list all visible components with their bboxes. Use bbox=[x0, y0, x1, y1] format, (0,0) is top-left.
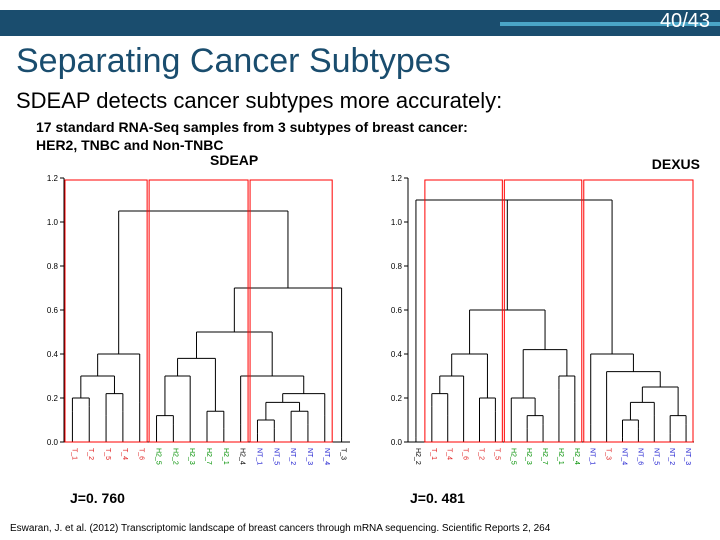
dexus-dendrogram: 0.0 0.2 0.4 0.6 0.8 1.0 1.2 H2_2 T_1 T_4 T_6 T_2 T_5… bbox=[380, 172, 700, 482]
svg-text:NT_2: NT_2 bbox=[668, 448, 675, 465]
svg-text:NT_3: NT_3 bbox=[684, 448, 691, 465]
svg-text:T_2: T_2 bbox=[87, 448, 94, 460]
page-total: 43 bbox=[688, 10, 710, 32]
svg-text:0.0: 0.0 bbox=[47, 438, 59, 447]
svg-text:0.2: 0.2 bbox=[47, 394, 59, 403]
slide-title: Separating Cancer Subtypes bbox=[16, 42, 451, 81]
svg-text:T_5: T_5 bbox=[104, 448, 111, 460]
citation: Eswaran, J. et al. (2012) Transcriptomic… bbox=[10, 523, 710, 534]
svg-text:H2_3: H2_3 bbox=[525, 448, 532, 465]
svg-text:NT_6: NT_6 bbox=[636, 448, 643, 465]
svg-text:1.0: 1.0 bbox=[47, 218, 59, 227]
svg-text:T_1: T_1 bbox=[70, 448, 77, 460]
svg-text:H2_2: H2_2 bbox=[414, 448, 421, 465]
svg-text:T_6: T_6 bbox=[138, 448, 145, 460]
svg-text:T_1: T_1 bbox=[430, 448, 437, 460]
svg-text:NT_4: NT_4 bbox=[621, 448, 628, 465]
svg-text:NT_4: NT_4 bbox=[323, 448, 330, 465]
sdeap-label: SDEAP bbox=[210, 152, 258, 168]
svg-text:0.6: 0.6 bbox=[391, 306, 403, 315]
svg-text:1.0: 1.0 bbox=[391, 218, 403, 227]
svg-text:H2_2: H2_2 bbox=[171, 448, 178, 465]
desc-line-1: 17 standard RNA-Seq samples from 3 subty… bbox=[36, 118, 468, 136]
svg-text:0.0: 0.0 bbox=[391, 438, 403, 447]
svg-text:H2_7: H2_7 bbox=[541, 448, 548, 465]
svg-text:T_4: T_4 bbox=[121, 448, 128, 460]
svg-text:1.2: 1.2 bbox=[391, 174, 403, 183]
svg-text:H2_3: H2_3 bbox=[188, 448, 195, 465]
page-current: 40 bbox=[660, 10, 682, 32]
slide-subtitle: SDEAP detects cancer subtypes more accur… bbox=[16, 88, 502, 114]
svg-text:T_5: T_5 bbox=[493, 448, 500, 460]
svg-text:T_3: T_3 bbox=[605, 448, 612, 460]
svg-text:NT_5: NT_5 bbox=[652, 448, 659, 465]
slide-description: 17 standard RNA-Seq samples from 3 subty… bbox=[36, 118, 468, 154]
svg-text:0.8: 0.8 bbox=[47, 262, 59, 271]
svg-text:0.2: 0.2 bbox=[391, 394, 403, 403]
svg-text:T_6: T_6 bbox=[462, 448, 469, 460]
svg-text:H2_5: H2_5 bbox=[509, 448, 516, 465]
svg-text:H2_1: H2_1 bbox=[557, 448, 564, 465]
svg-text:NT_5: NT_5 bbox=[272, 448, 279, 465]
svg-text:NT_2: NT_2 bbox=[289, 448, 296, 465]
svg-text:NT_3: NT_3 bbox=[306, 448, 313, 465]
svg-text:H2_4: H2_4 bbox=[239, 448, 246, 465]
sdeap-dendrogram: 0.0 0.2 0.4 0.6 0.8 1.0 1.2 T_1 T_2 T_5 T_4 T_6 H2_5… bbox=[36, 172, 356, 482]
svg-text:0.4: 0.4 bbox=[391, 350, 403, 359]
svg-text:0.6: 0.6 bbox=[47, 306, 59, 315]
svg-text:T_4: T_4 bbox=[446, 448, 453, 460]
sdeap-jscore: J=0. 760 bbox=[70, 490, 125, 506]
svg-text:NT_1: NT_1 bbox=[255, 448, 262, 465]
svg-text:H2_7: H2_7 bbox=[205, 448, 212, 465]
dexus-label: DEXUS bbox=[652, 156, 700, 172]
svg-text:0.4: 0.4 bbox=[47, 350, 59, 359]
svg-text:1.2: 1.2 bbox=[47, 174, 59, 183]
svg-text:H2_4: H2_4 bbox=[573, 448, 580, 465]
svg-text:T_3: T_3 bbox=[340, 448, 347, 460]
svg-text:0.8: 0.8 bbox=[391, 262, 403, 271]
svg-text:H2_5: H2_5 bbox=[155, 448, 162, 465]
svg-text:T_2: T_2 bbox=[478, 448, 485, 460]
svg-text:NT_1: NT_1 bbox=[589, 448, 596, 465]
dexus-jscore: J=0. 481 bbox=[410, 490, 465, 506]
svg-text:H2_1: H2_1 bbox=[222, 448, 229, 465]
page-number: 40/43 bbox=[660, 10, 710, 33]
